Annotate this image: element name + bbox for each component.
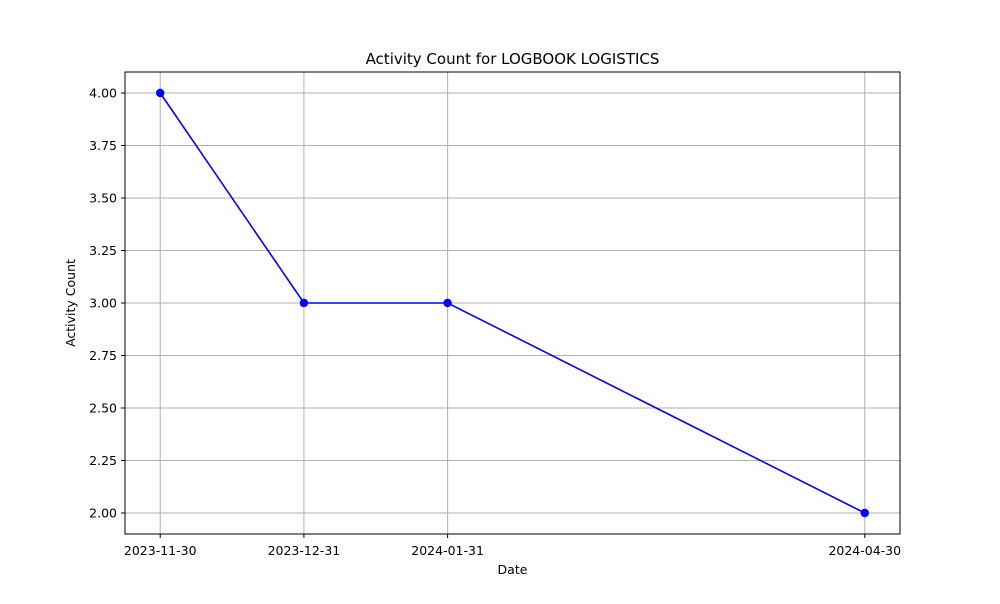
x-axis-label: Date [498, 562, 528, 577]
axis-ticks: 2.00 2.25 2.50 2.75 3.00 3.25 3.50 3.75 4.00 2023… [89, 86, 901, 559]
y-tick-label: 4.00 [89, 86, 117, 101]
data-markers [156, 88, 869, 518]
y-tick-label: 2.75 [89, 348, 117, 363]
data-point [299, 298, 309, 308]
y-tick-label: 3.50 [89, 191, 117, 206]
y-tick-label: 3.00 [89, 296, 117, 311]
y-tick-label: 2.50 [89, 401, 117, 416]
y-axis-label: Activity Count [63, 259, 78, 347]
y-tick-label: 3.25 [89, 243, 117, 258]
y-tick-label: 3.75 [89, 138, 117, 153]
y-tick-label: 2.25 [89, 453, 117, 468]
data-point [443, 298, 452, 308]
chart-title: Activity Count for LOGBOOK LOGISTICS [366, 50, 660, 68]
series-line [159, 92, 866, 514]
series-line-group [159, 92, 866, 514]
y-tick-label: 2.00 [89, 506, 117, 521]
data-point [156, 88, 165, 98]
grid [125, 72, 900, 534]
x-tick-label: 2024-01-31 [411, 543, 484, 558]
x-tick-label: 2024-04-30 [828, 543, 901, 558]
data-point [860, 508, 869, 518]
x-tick-label: 2023-11-30 [124, 543, 197, 558]
x-tick-label: 2023-12-31 [268, 543, 341, 558]
